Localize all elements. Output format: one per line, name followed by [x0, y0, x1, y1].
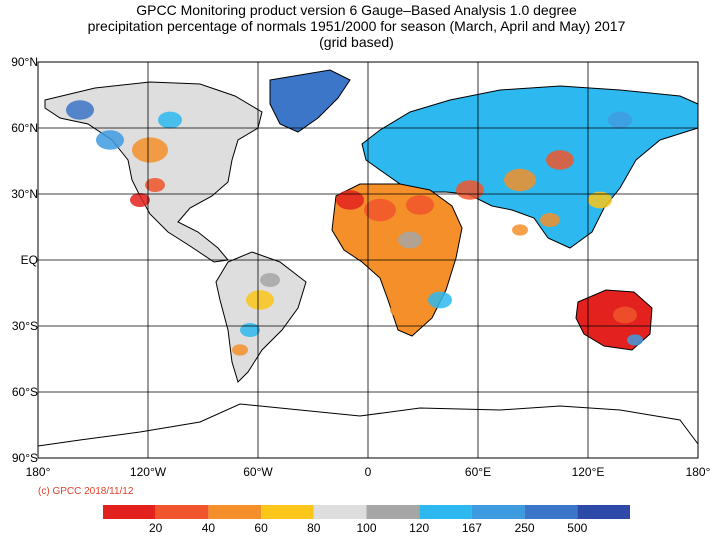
- colorbar-swatch: [103, 505, 156, 519]
- anomaly-patch: [546, 150, 574, 170]
- longitude-label: 120°E: [571, 465, 605, 479]
- longitude-label: 180°: [685, 465, 711, 479]
- latitude-label: 60°N: [11, 121, 38, 135]
- copyright-text: (c) GPCC 2018/11/12: [38, 486, 134, 497]
- colorbar-label: 80: [307, 521, 321, 535]
- longitude-label: 60°W: [243, 465, 273, 479]
- anomaly-patch: [336, 190, 364, 210]
- anomaly-patch: [260, 273, 280, 287]
- anomaly-patch: [627, 334, 643, 346]
- anomaly-patch: [504, 168, 536, 192]
- longitude-label: 120°W: [129, 465, 167, 479]
- colorbar-label: 60: [254, 521, 268, 535]
- anomaly-patch: [512, 224, 528, 236]
- anomaly-patch: [246, 290, 274, 310]
- colorbar-swatch: [313, 505, 367, 519]
- colorbar-swatch: [524, 505, 578, 519]
- colorbar-label: 250: [514, 521, 535, 535]
- longitude-label: 0: [364, 465, 372, 479]
- colorbar-swatch: [577, 505, 630, 519]
- latitude-label: 90°S: [11, 451, 38, 465]
- colorbar-swatch: [155, 505, 209, 519]
- anomaly-patch: [96, 130, 124, 150]
- colorbar-label: 500: [567, 521, 588, 535]
- title-line-1: GPCC Monitoring product version 6 Gauge–…: [136, 2, 577, 18]
- colorbar-label: 20: [149, 521, 163, 535]
- anomaly-patch: [364, 198, 396, 222]
- anomaly-patch: [398, 231, 422, 249]
- colorbar-label: 120: [409, 521, 430, 535]
- anomaly-patch: [240, 323, 260, 337]
- colorbar-label: 40: [201, 521, 216, 535]
- anomaly-patch: [390, 303, 410, 317]
- colorbar-swatch: [366, 505, 420, 519]
- latitude-label: EQ: [20, 253, 38, 267]
- south-america: [215, 251, 307, 383]
- colorbar-label: 100: [356, 521, 377, 535]
- title-line-3: (grid based): [319, 34, 394, 50]
- anomaly-patch: [145, 178, 165, 192]
- anomaly-patch: [132, 137, 168, 163]
- anomaly-patch: [484, 118, 516, 142]
- north-america: [44, 81, 263, 263]
- anomaly-patch: [406, 195, 434, 215]
- anomaly-patch: [456, 180, 484, 200]
- anomaly-patch: [158, 111, 182, 129]
- anomaly-patch: [540, 213, 560, 227]
- latitude-label: 30°N: [11, 187, 38, 201]
- colorbar: [103, 505, 630, 519]
- map-frame: [37, 61, 699, 459]
- colorbar-swatch: [419, 505, 472, 519]
- latitude-label: 90°N: [11, 55, 38, 69]
- colorbar-swatch: [208, 505, 262, 519]
- anomaly-patch: [608, 111, 632, 129]
- latitude-label: 60°S: [11, 385, 38, 399]
- longitude-label: 180°: [25, 465, 51, 479]
- anomaly-patch: [613, 306, 637, 324]
- anomaly-patch: [428, 291, 452, 309]
- colorbar-swatch: [471, 505, 525, 519]
- anomaly-patch: [66, 100, 94, 120]
- longitude-label: 60°E: [464, 465, 492, 479]
- latitude-label: 30°S: [11, 319, 38, 333]
- colorbar-swatch: [261, 505, 314, 519]
- anomaly-patch: [232, 344, 248, 356]
- anomaly-patch: [130, 193, 150, 207]
- anomaly-patch: [588, 191, 612, 209]
- anomaly-patch: [586, 310, 614, 330]
- greenland: [269, 69, 351, 133]
- title-line-2: precipitation percentage of normals 1951…: [87, 18, 626, 34]
- colorbar-label: 167: [461, 521, 482, 535]
